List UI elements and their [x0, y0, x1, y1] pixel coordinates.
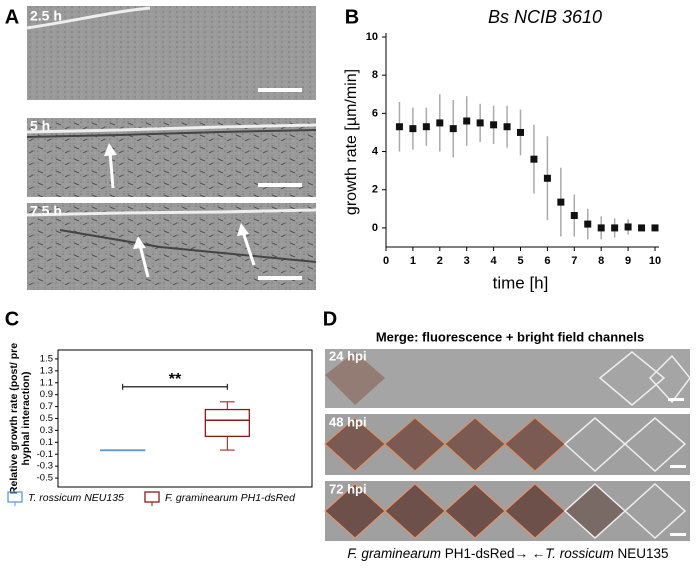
legend-label: F. graminearum PH1-dsRed — [165, 492, 296, 504]
panel-label: B — [345, 6, 359, 28]
x-tick-label: 8 — [598, 255, 604, 267]
panel-label: D — [323, 308, 337, 330]
y-axis-label: Relative growth rate (post/ pre — [8, 343, 20, 494]
point — [597, 224, 605, 232]
panel-a-images — [26, 6, 317, 290]
point — [517, 128, 524, 136]
y-tick-label: 10 — [366, 31, 378, 43]
y-tick-label: 0.5 — [40, 413, 53, 424]
y-tick-label: 0.3 — [40, 425, 53, 436]
y-tick-label: 1.5 — [40, 353, 53, 364]
x-tick-label: 6 — [544, 255, 550, 267]
point — [490, 121, 498, 129]
point — [476, 119, 484, 127]
image-label: 24 hpi — [329, 348, 367, 363]
point — [503, 123, 511, 131]
image-label: 7.5 h — [30, 203, 62, 219]
caption-part: T. rossicum — [545, 546, 614, 561]
point — [611, 224, 619, 232]
panel-label: A — [5, 6, 19, 28]
caption: F. graminearum PH1-dsRed→ ←T. rossicum N… — [347, 546, 668, 561]
x-tick-label: 0 — [383, 255, 389, 267]
point — [530, 155, 538, 163]
y-tick-label: 0.7 — [40, 401, 53, 412]
y-tick-label: 0.1 — [40, 437, 53, 448]
point — [422, 123, 430, 131]
point — [570, 212, 578, 219]
y-tick-label: 4 — [372, 145, 379, 157]
caption-part: PH1-dsRed→ ← — [441, 546, 545, 561]
point — [463, 117, 471, 125]
y-tick-label: 8 — [372, 69, 378, 81]
point — [449, 125, 457, 133]
plot-frame — [57, 349, 313, 488]
point — [436, 119, 444, 127]
y-tick-label: 1.1 — [40, 377, 53, 388]
point — [624, 223, 632, 231]
point — [557, 198, 565, 206]
image-label: 48 hpi — [329, 414, 367, 429]
x-tick-label: 9 — [625, 255, 631, 267]
image-label: 2.5 h — [30, 8, 62, 24]
point — [638, 224, 646, 232]
point — [651, 224, 659, 232]
point — [395, 123, 403, 131]
y-tick-label: -0.5 — [37, 473, 53, 484]
image-label: 72 hpi — [329, 481, 367, 496]
x-axis-label: time [h] — [493, 273, 549, 292]
x-tick-label: 5 — [517, 255, 523, 267]
x-tick-label: 7 — [571, 255, 577, 267]
annotation: ** — [169, 371, 182, 388]
y-tick-label: 2 — [372, 184, 378, 196]
x-tick-label: 2 — [437, 255, 443, 267]
y-tick-label: 0.9 — [40, 389, 53, 400]
y-tick-label: -0.3 — [37, 461, 53, 472]
y-tick-label: 0 — [372, 222, 378, 234]
x-tick-label: 1 — [410, 255, 416, 267]
x-tick-label: 4 — [491, 255, 498, 267]
y-tick-label: 6 — [372, 107, 378, 119]
point — [543, 174, 551, 182]
point — [409, 125, 417, 133]
y-tick-label: -0.1 — [37, 449, 53, 460]
caption-part: F. graminearum — [347, 546, 441, 561]
panel-title: Merge: fluorescence + bright field chann… — [376, 329, 644, 344]
y-axis-label: hyphal interaction) — [20, 372, 32, 466]
panel-label: C — [5, 308, 19, 330]
y-axis-label: growth rate [µm/min] — [343, 69, 360, 215]
x-tick-label: 10 — [649, 255, 661, 267]
chart-title: Bs NCIB 3610 — [488, 7, 602, 27]
box — [204, 408, 250, 438]
y-tick-label: 1.3 — [40, 365, 53, 376]
legend-swatch — [144, 491, 160, 503]
caption-part: NEU135 — [614, 546, 669, 561]
x-tick-label: 3 — [464, 255, 470, 267]
point — [584, 220, 592, 228]
panel-d-images — [324, 349, 691, 541]
legend-label: T. rossicum NEU135 — [28, 492, 124, 504]
image-label: 5 h — [30, 118, 50, 134]
